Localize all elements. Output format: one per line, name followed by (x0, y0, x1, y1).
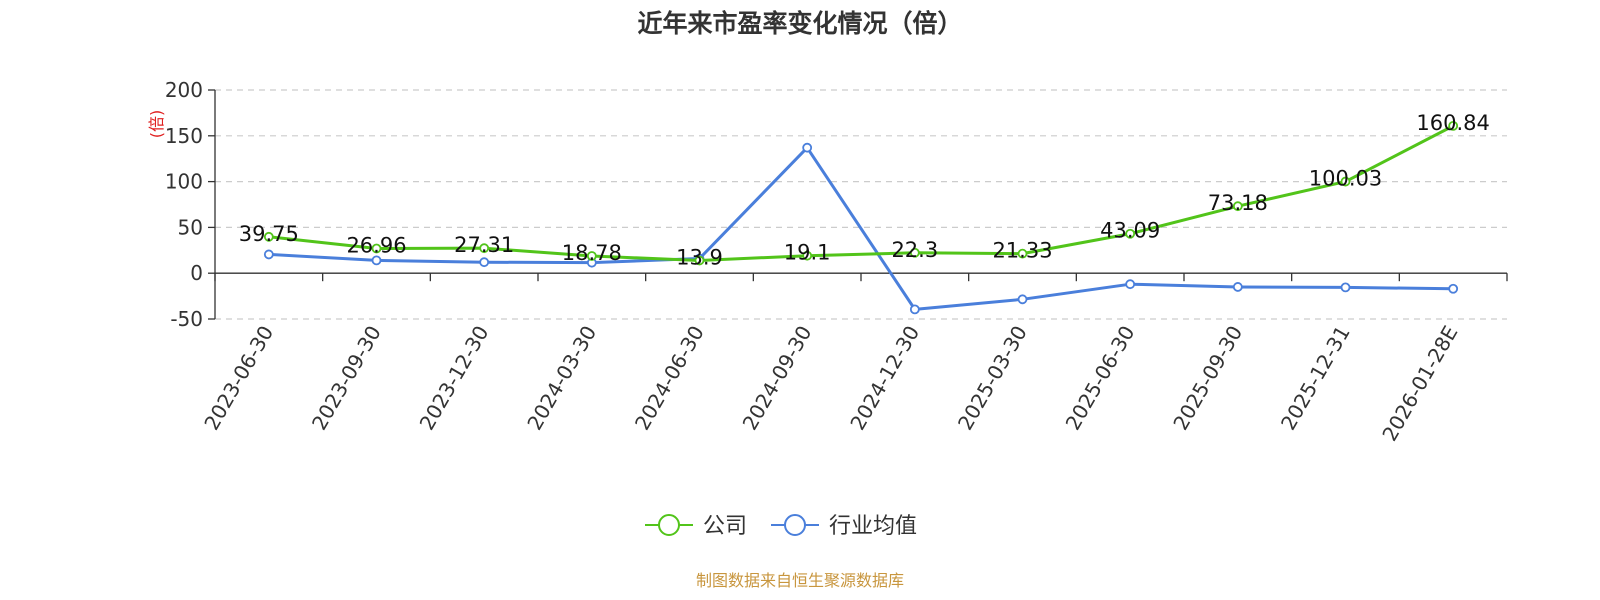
y-tick-label: 200 (165, 78, 203, 102)
series (263, 120, 1459, 315)
data-point[interactable] (909, 304, 920, 315)
x-tick-label: 2023-06-30 (199, 322, 278, 435)
legend-marker-icon (784, 514, 806, 536)
x-tick-label: 2025-09-30 (1168, 322, 1247, 435)
x-tick-label: 2024-06-30 (630, 322, 709, 435)
data-point[interactable] (1125, 228, 1136, 239)
x-tick-label: 2024-12-30 (845, 321, 924, 434)
data-point[interactable] (371, 243, 382, 254)
data-label: 13.9 (676, 245, 723, 269)
data-label: 39.75 (239, 222, 299, 246)
data-label: 100.03 (1309, 167, 1382, 191)
x-tick-label: 2025-03-30 (953, 322, 1032, 435)
data-point[interactable] (1017, 248, 1028, 259)
legend-item-company[interactable]: 公司 (645, 514, 747, 539)
data-label: 27.31 (454, 233, 514, 257)
data-point[interactable] (909, 247, 920, 258)
series-line-company (268, 124, 1454, 262)
data-point[interactable] (1232, 282, 1243, 292)
x-tick-label: 2025-06-30 (1061, 322, 1140, 435)
x-tick-label: 2026-01-28E (1377, 322, 1462, 446)
x-tick-label: 2025-12-31 (1276, 322, 1355, 435)
data-point[interactable] (1448, 120, 1459, 131)
y-tick-label: 150 (165, 124, 203, 148)
legend-marker-icon (658, 514, 680, 536)
y-tick-label: 100 (165, 170, 203, 194)
legend-label: 公司 (703, 514, 747, 539)
data-point[interactable] (371, 255, 382, 266)
legend[interactable]: 公司 行业均值 (645, 514, 917, 539)
data-label: 18.78 (562, 241, 622, 265)
y-tick-label: 50 (178, 215, 203, 239)
data-point[interactable] (1340, 176, 1351, 187)
data-label: 22.3 (891, 238, 938, 262)
x-tick-label: 2024-09-30 (738, 322, 817, 435)
data-point[interactable] (1340, 282, 1351, 293)
axes: -50 0 50 100 150 200 2023-06-30 2023-09-30 2023-… (165, 78, 1508, 446)
x-tick-label: 2023-12-30 (415, 321, 494, 434)
data-label: 26.96 (346, 234, 406, 258)
legend-label: 行业均值 (829, 514, 917, 539)
data-point[interactable] (1125, 279, 1136, 290)
data-point[interactable] (1017, 294, 1028, 305)
data-point[interactable] (263, 249, 274, 260)
data-label: 21.33 (992, 239, 1052, 263)
data-label: 73.18 (1208, 191, 1268, 215)
x-tick-label: 2023-09-30 (307, 322, 386, 435)
data-point[interactable] (586, 251, 597, 261)
y-tick-label: 0 (190, 261, 203, 285)
data-point[interactable] (694, 255, 705, 266)
grid-lines (215, 89, 1507, 320)
data-point[interactable] (479, 243, 490, 254)
chart-title: 近年来市盈率变化情况（倍） (637, 9, 962, 38)
data-point[interactable] (1232, 201, 1243, 212)
data-point[interactable] (802, 250, 813, 261)
data-point[interactable] (263, 231, 274, 242)
data-point[interactable] (1448, 283, 1459, 294)
data-point[interactable] (802, 142, 813, 153)
data-label: 43.09 (1100, 219, 1160, 243)
x-tick-label: 2024-03-30 (522, 322, 601, 435)
data-label: 19.1 (784, 241, 831, 265)
data-label: 160.84 (1416, 111, 1489, 135)
legend-item-industry[interactable]: 行业均值 (771, 514, 917, 539)
data-source-note: 制图数据来自恒生聚源数据库 (696, 571, 904, 590)
series-line-industry (268, 146, 1454, 311)
y-axis-label: (倍) (147, 110, 166, 139)
data-labels: 39.75 26.96 27.31 18.78 13.9 19.1 22.3 21.33 43.… (239, 111, 1490, 270)
data-point[interactable] (479, 257, 490, 268)
y-tick-label: -50 (170, 307, 203, 331)
